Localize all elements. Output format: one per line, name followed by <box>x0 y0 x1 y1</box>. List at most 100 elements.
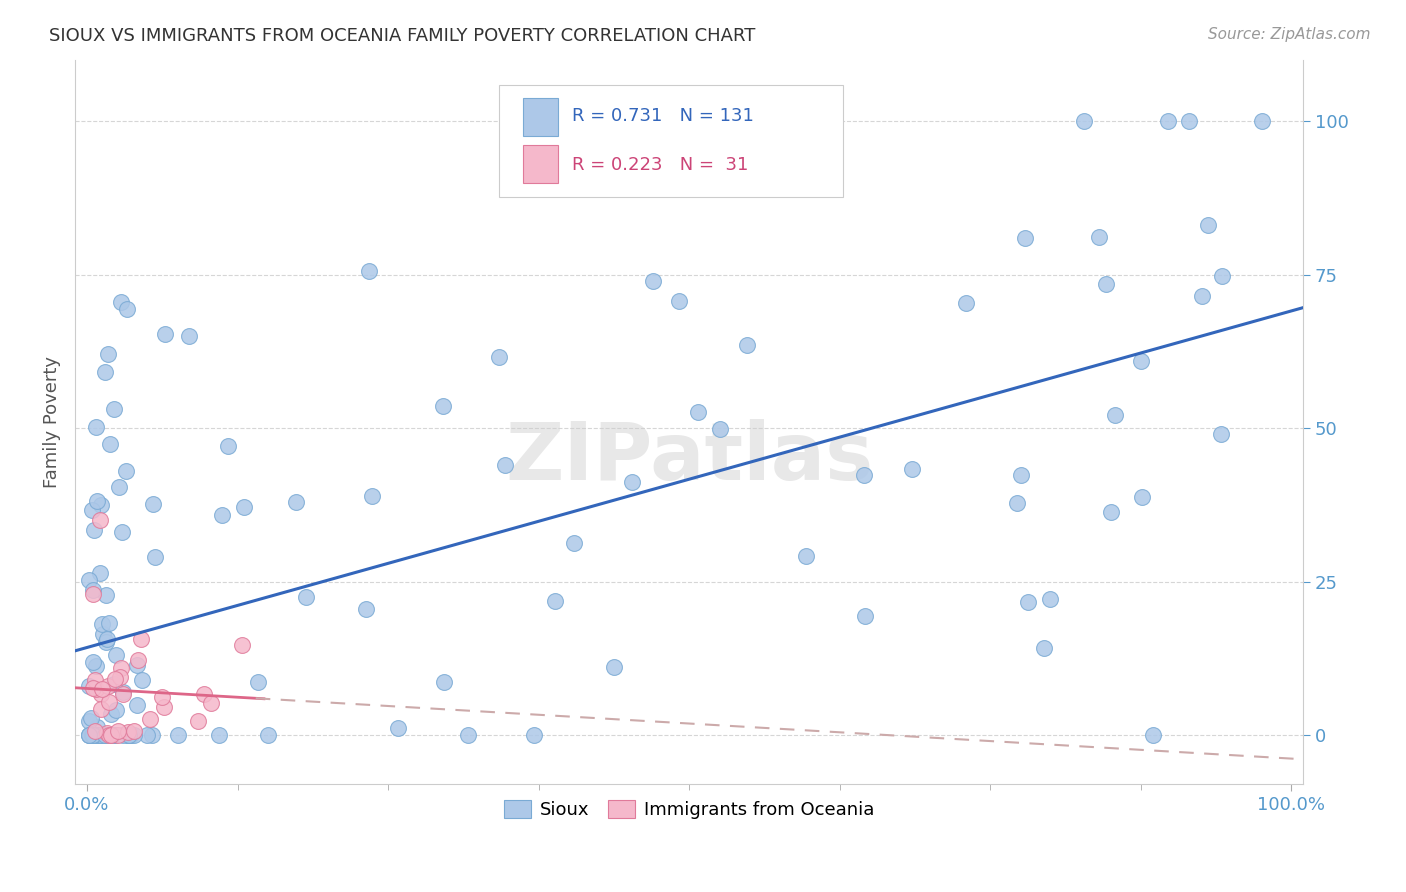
Point <box>602 660 624 674</box>
Point <box>111 687 134 701</box>
Point <box>1211 269 1233 284</box>
Point <box>1209 427 1232 442</box>
Point <box>79 714 101 728</box>
Point <box>167 728 190 742</box>
Point <box>90 728 112 742</box>
Point <box>1130 354 1153 368</box>
Point <box>257 728 280 742</box>
Point <box>295 590 318 604</box>
Point <box>118 728 141 742</box>
Point <box>901 462 924 476</box>
Point <box>1191 289 1213 303</box>
Point <box>111 524 134 539</box>
Point <box>94 728 117 742</box>
Point <box>82 655 104 669</box>
Point <box>90 728 112 742</box>
Point <box>433 675 456 690</box>
Point <box>211 508 233 523</box>
Point <box>91 626 114 640</box>
Point <box>955 296 977 310</box>
Point <box>735 338 758 352</box>
Point <box>98 615 121 630</box>
Point <box>1033 641 1056 656</box>
Point <box>143 550 166 565</box>
Point <box>107 728 129 742</box>
Point <box>177 329 200 343</box>
Y-axis label: Family Poverty: Family Poverty <box>44 356 60 488</box>
Point <box>80 728 103 742</box>
Point <box>117 728 139 742</box>
Point <box>127 698 149 712</box>
Point <box>100 728 122 742</box>
Point <box>96 635 118 649</box>
Point <box>104 648 127 662</box>
Point <box>494 458 516 472</box>
Point <box>217 439 239 453</box>
Point <box>86 494 108 508</box>
Point <box>103 677 125 691</box>
Point <box>357 264 380 278</box>
Point <box>1014 231 1036 245</box>
Point <box>1073 114 1095 128</box>
Point <box>90 499 112 513</box>
Point <box>104 728 127 742</box>
Point <box>89 728 111 742</box>
Point <box>111 685 134 699</box>
Point <box>488 350 510 364</box>
Point <box>668 293 690 308</box>
Point <box>360 489 382 503</box>
Point <box>82 502 104 516</box>
Point <box>122 728 145 742</box>
Point <box>97 728 120 742</box>
Point <box>150 690 173 704</box>
Point <box>84 681 107 696</box>
Point <box>285 495 308 509</box>
Point <box>79 679 101 693</box>
Point <box>562 536 585 550</box>
Point <box>853 468 876 483</box>
Point <box>108 670 131 684</box>
Point <box>544 593 567 607</box>
Point <box>1010 468 1032 483</box>
Point <box>100 706 122 721</box>
FancyBboxPatch shape <box>523 145 558 183</box>
Point <box>1039 592 1062 607</box>
Point <box>80 728 103 742</box>
Point <box>153 327 176 342</box>
Point <box>1250 114 1272 128</box>
Point <box>117 728 139 742</box>
Point <box>131 673 153 687</box>
Point <box>120 728 142 742</box>
Point <box>82 582 104 597</box>
Point <box>142 497 165 511</box>
Point <box>387 721 409 735</box>
Point <box>1005 496 1028 510</box>
Point <box>90 687 112 701</box>
Point <box>104 702 127 716</box>
Point <box>94 587 117 601</box>
Point <box>523 728 546 742</box>
Point <box>136 728 159 742</box>
Point <box>91 681 114 696</box>
Point <box>1130 490 1153 504</box>
Point <box>89 566 111 580</box>
Point <box>122 724 145 739</box>
Point <box>96 632 118 646</box>
Text: R = 0.223   N =  31: R = 0.223 N = 31 <box>572 156 749 174</box>
Point <box>96 725 118 739</box>
Point <box>117 728 139 742</box>
Point <box>89 513 111 527</box>
Point <box>688 405 710 419</box>
Point <box>90 702 112 716</box>
Point <box>83 728 105 742</box>
Point <box>432 399 454 413</box>
Point <box>117 724 139 739</box>
Point <box>641 274 664 288</box>
Point <box>231 638 253 652</box>
Point <box>110 661 132 675</box>
Point <box>82 728 104 742</box>
Point <box>91 617 114 632</box>
Point <box>94 728 117 742</box>
Point <box>84 673 107 687</box>
Point <box>98 436 121 450</box>
